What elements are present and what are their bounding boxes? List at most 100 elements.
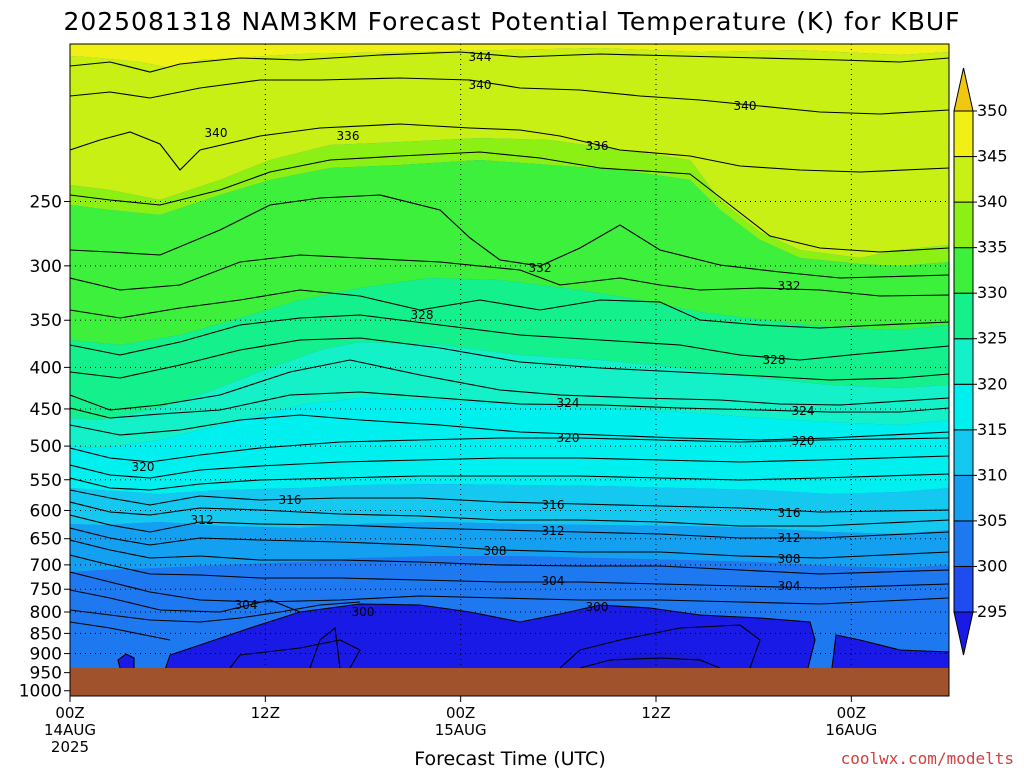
colorbar-label: 340 xyxy=(977,192,1008,211)
contour-line xyxy=(559,624,761,669)
contour-line xyxy=(579,657,721,669)
credit-text: coolwx.com/modelts xyxy=(841,749,1014,768)
contour-line xyxy=(70,489,949,513)
x-tick-label: 12Z xyxy=(641,704,670,722)
colorbar-label: 345 xyxy=(977,147,1008,166)
colorbar-label: 330 xyxy=(977,283,1008,302)
y-tick-label: 650 xyxy=(30,530,62,550)
contour-label: 340 xyxy=(734,99,757,113)
x-tick-label: 00Z xyxy=(446,704,475,722)
contour-line xyxy=(70,437,949,463)
band-310-315 xyxy=(70,484,949,534)
contour-label: 324 xyxy=(557,396,580,410)
colorbar-high-arrow xyxy=(953,67,974,112)
band-below-295 xyxy=(600,652,710,668)
contour-line xyxy=(831,634,949,669)
contour-label: 344 xyxy=(469,50,492,64)
y-tick-label: 850 xyxy=(30,624,62,644)
contour-label: 308 xyxy=(778,552,801,566)
contour-label: 320 xyxy=(557,431,580,445)
y-axis: 2503003504004505005506006507007508008509… xyxy=(19,193,70,702)
y-tick-label: 250 xyxy=(30,193,62,213)
contour-label: 312 xyxy=(542,524,565,538)
y-tick-label: 700 xyxy=(30,556,62,576)
contour-label: 332 xyxy=(778,279,801,293)
contour-line xyxy=(70,539,949,575)
contour-label: 336 xyxy=(586,139,609,153)
colorbar-segment xyxy=(953,474,974,522)
band-300-305 xyxy=(70,556,949,602)
contour-line xyxy=(70,589,301,613)
contour-line xyxy=(70,391,949,419)
contour-label: 300 xyxy=(352,605,375,619)
y-tick-label: 950 xyxy=(30,664,62,684)
contour-line xyxy=(70,514,949,539)
x-tick-label: 00Z xyxy=(837,704,866,722)
colorbar-label: 335 xyxy=(977,238,1008,257)
colorbar-segment xyxy=(953,429,974,476)
contour-line xyxy=(70,621,171,641)
contour-label: 336 xyxy=(337,129,360,143)
y-tick-label: 600 xyxy=(30,501,62,521)
contour-label: 316 xyxy=(279,493,302,507)
contour-label: 304 xyxy=(235,598,258,612)
colorbar-label: 350 xyxy=(977,101,1008,120)
contour-line xyxy=(70,77,949,115)
x-tick-label: 2025 xyxy=(51,738,89,756)
contour-label: 340 xyxy=(469,78,492,92)
colorbar-segment xyxy=(953,110,974,158)
band-295-300-right xyxy=(832,635,949,668)
colorbar-segment xyxy=(953,292,974,340)
contour-label: 332 xyxy=(529,261,552,275)
y-tick-label: 900 xyxy=(30,645,62,665)
y-tick-label: 550 xyxy=(30,471,62,491)
y-tick-label: 300 xyxy=(30,257,62,277)
band-335-340 xyxy=(70,138,949,266)
contour-label: 316 xyxy=(542,498,565,512)
contour-line xyxy=(70,501,949,527)
colorbar-segment xyxy=(953,520,974,567)
contour-label: 300 xyxy=(586,600,609,614)
band-340-345 xyxy=(70,48,949,258)
contour-line xyxy=(70,254,949,297)
grid-lines xyxy=(70,44,949,696)
contour-line xyxy=(70,151,949,253)
contour-line xyxy=(70,314,949,361)
contour-line xyxy=(70,601,361,623)
y-tick-label: 350 xyxy=(30,311,62,331)
colorbar-label: 310 xyxy=(977,465,1008,484)
plot-frame xyxy=(69,43,950,697)
contour-label: 316 xyxy=(778,506,801,520)
contour-line xyxy=(70,289,949,329)
colorbar: 295 300 305 310 315 320 325 330 335 340 345 350 xyxy=(953,67,1008,656)
contour-line xyxy=(70,571,949,605)
y-tick-label: 800 xyxy=(30,603,62,623)
contour-line xyxy=(70,359,949,411)
contour-labels: 344 340 340 340 336 336 332 332 328 328 324 324 320 3… xyxy=(132,50,815,619)
contour-line xyxy=(164,603,816,671)
x-tick-label: 16AUG xyxy=(825,721,877,739)
band-320-325 xyxy=(70,342,949,448)
contour-label: 320 xyxy=(132,460,155,474)
y-tick-label: 750 xyxy=(30,580,62,600)
contour-label: 324 xyxy=(792,404,815,418)
contour-label: 312 xyxy=(191,513,214,527)
y-tick-label: 450 xyxy=(30,400,62,420)
contour-label: 340 xyxy=(205,126,228,140)
colorbar-label: 300 xyxy=(977,556,1008,575)
x-tick-label: 00Z xyxy=(55,704,84,722)
contour-label: 328 xyxy=(763,353,786,367)
colorbar-label: 305 xyxy=(977,511,1008,530)
colorbar-label: 315 xyxy=(977,420,1008,439)
colorbar-segment xyxy=(953,338,974,385)
colorbar-low-arrow xyxy=(953,611,974,656)
contour-line xyxy=(229,639,361,669)
y-tick-label: 1000 xyxy=(19,682,62,702)
contour-line xyxy=(70,414,949,441)
contour-line xyxy=(70,123,949,173)
colorbar-segment xyxy=(953,565,974,613)
colorbar-segment xyxy=(953,247,974,294)
contour-line xyxy=(70,527,949,559)
